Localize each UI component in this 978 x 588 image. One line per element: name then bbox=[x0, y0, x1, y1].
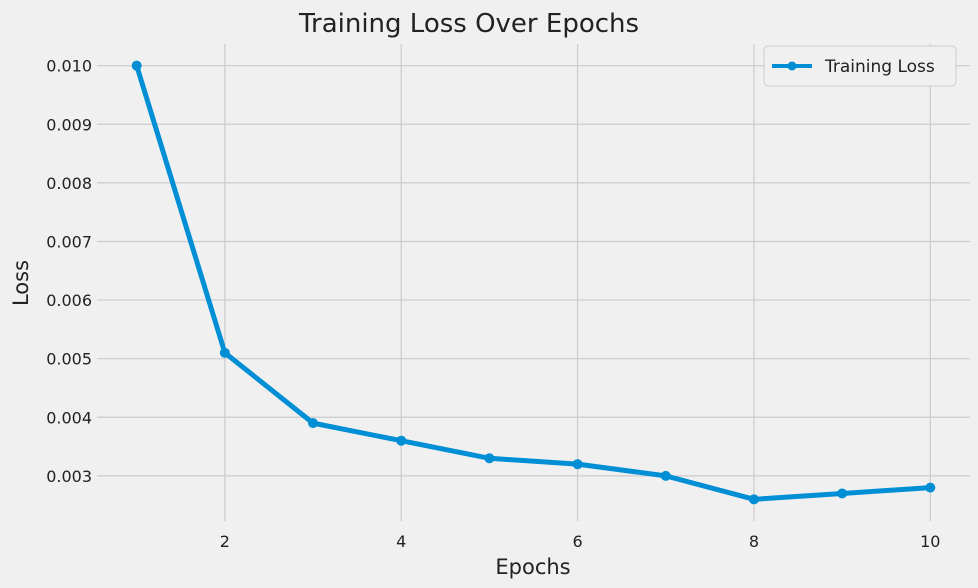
data-point-0-7 bbox=[748, 494, 759, 505]
chart-title: Training Loss Over Epochs bbox=[298, 9, 639, 39]
y-tick-label-4: 0.007 bbox=[46, 232, 92, 251]
legend-marker-swatch bbox=[787, 61, 797, 71]
data-point-0-0 bbox=[131, 60, 142, 71]
y-tick-label-3: 0.006 bbox=[46, 291, 92, 310]
y-tick-label-7: 0.010 bbox=[46, 57, 92, 76]
y-axis-label: Loss bbox=[9, 260, 33, 306]
legend-label-training-loss: Training Loss bbox=[824, 57, 935, 77]
x-tick-label-3: 8 bbox=[749, 532, 759, 551]
series-group bbox=[131, 60, 936, 505]
data-point-0-6 bbox=[660, 470, 671, 481]
legend-box bbox=[763, 45, 957, 87]
data-point-0-9 bbox=[925, 482, 936, 493]
y-tick-label-6: 0.009 bbox=[46, 115, 92, 134]
x-tick-label-0: 2 bbox=[220, 532, 230, 551]
y-tick-label-0: 0.003 bbox=[46, 467, 92, 486]
legend: Training Loss bbox=[763, 45, 957, 87]
y-tick-label-1: 0.004 bbox=[46, 408, 92, 427]
y-tick-label-2: 0.005 bbox=[46, 350, 92, 369]
x-tick-label-2: 6 bbox=[572, 532, 582, 551]
x-tick-label-4: 10 bbox=[920, 532, 940, 551]
series-line-0 bbox=[134, 63, 933, 502]
data-point-0-3 bbox=[396, 435, 407, 446]
data-point-0-5 bbox=[572, 459, 583, 470]
data-point-0-4 bbox=[484, 453, 495, 464]
data-point-0-8 bbox=[837, 488, 848, 499]
y-tick-label-5: 0.008 bbox=[46, 174, 92, 193]
y-tick-labels: 0.003 0.004 0.005 0.006 0.007 0.008 0.009 0.010 bbox=[46, 57, 92, 486]
x-tick-label-1: 4 bbox=[396, 532, 406, 551]
data-point-0-2 bbox=[308, 418, 319, 429]
x-tick-labels: 2 4 6 8 10 bbox=[220, 532, 941, 551]
x-axis-label: Epochs bbox=[495, 555, 570, 579]
data-point-0-1 bbox=[219, 347, 230, 358]
grid bbox=[97, 44, 970, 521]
